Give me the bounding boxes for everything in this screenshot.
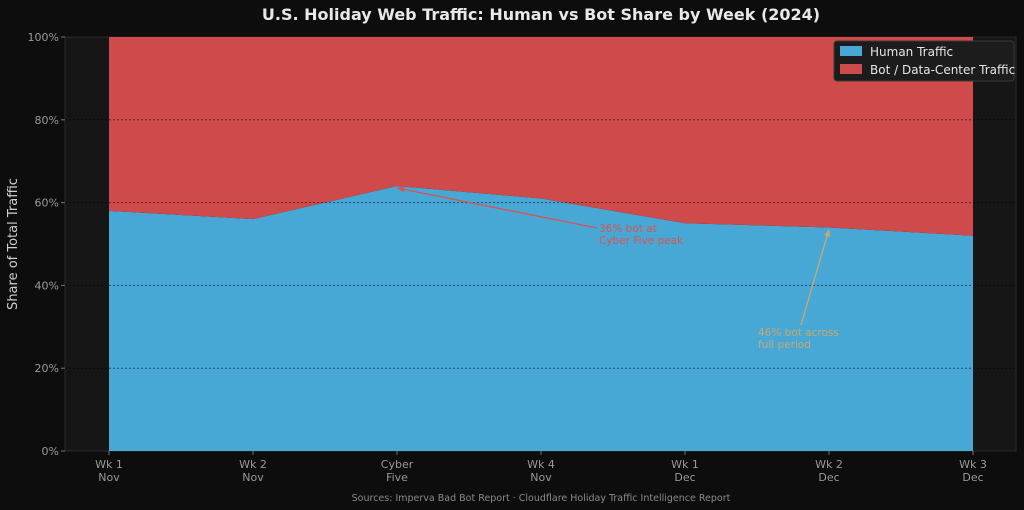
x-tick-label: Wk 2 Dec	[815, 458, 843, 484]
x-tick-label: Wk 1 Dec	[671, 458, 699, 484]
x-tick-label: Wk 1 Nov	[95, 458, 123, 484]
annotation-arrow	[396, 187, 598, 229]
x-tick-label: Wk 3 Dec	[959, 458, 987, 484]
annotation-arrowhead	[824, 229, 830, 238]
legend-swatch-bot	[840, 64, 862, 74]
legend-label-bot: Bot / Data-Center Traffic	[870, 63, 1015, 77]
legend-box	[833, 40, 1015, 82]
y-tick-label: 80%	[35, 114, 59, 127]
y-tick-label: 0%	[42, 445, 59, 458]
x-tick-label: Cyber Five	[381, 458, 414, 484]
y-tick-label: 40%	[35, 279, 59, 292]
legend: Human Traffic Bot / Data-Center Traffic	[833, 40, 1015, 82]
y-tick-label: 100%	[28, 31, 59, 44]
bot-traffic-area	[109, 37, 973, 236]
annotation-arrowhead	[397, 186, 405, 193]
legend-swatch-human	[840, 46, 862, 56]
y-tick-label: 20%	[35, 362, 59, 375]
annotation-label: 46% bot across full period	[758, 327, 839, 351]
annotation-arrow	[800, 229, 830, 326]
annotation-label: 36% bot at Cyber Five peak	[599, 223, 684, 247]
human-traffic-area	[109, 186, 973, 452]
x-tick-label: Wk 4 Nov	[527, 458, 555, 484]
x-tick-label: Wk 2 Nov	[239, 458, 267, 484]
y-axis-label: Share of Total Traffic	[6, 178, 21, 310]
y-tick-label: 60%	[35, 197, 59, 210]
chart-title: U.S. Holiday Web Traffic: Human vs Bot S…	[262, 5, 820, 24]
legend-label-human: Human Traffic	[870, 45, 953, 59]
source-note: Sources: Imperva Bad Bot Report · Cloudf…	[352, 493, 731, 504]
